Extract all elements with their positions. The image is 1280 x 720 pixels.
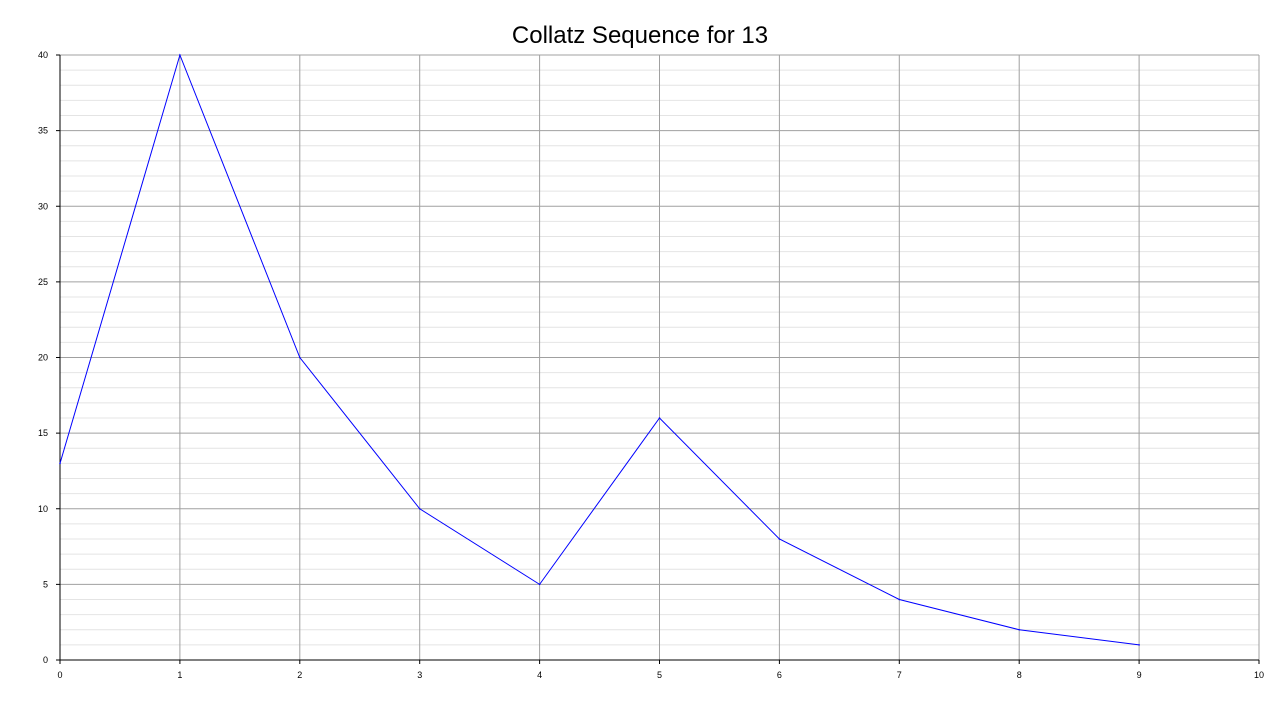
- x-tick-label: 6: [777, 670, 782, 680]
- x-tick-label: 1: [177, 670, 182, 680]
- y-tick-label: 25: [38, 277, 48, 287]
- x-tick-label: 2: [297, 670, 302, 680]
- y-tick-label: 5: [43, 579, 48, 589]
- series-group: [59, 53, 1140, 646]
- data-point: [59, 462, 61, 465]
- series-line: [59, 53, 1140, 646]
- x-tick-label: 5: [657, 670, 662, 680]
- data-point: [299, 356, 301, 359]
- y-tick-label: 35: [38, 126, 48, 136]
- tick-marks: [56, 54, 1260, 664]
- y-tick-label: 10: [38, 504, 48, 514]
- chart-title: Collatz Sequence for 13: [511, 22, 769, 49]
- data-point: [538, 583, 541, 586]
- data-point: [778, 538, 781, 540]
- x-tick-label: 3: [417, 670, 422, 680]
- data-point: [179, 54, 181, 56]
- y-tick-label: 40: [38, 50, 48, 60]
- data-point: [658, 417, 661, 419]
- x-tick-label: 0: [57, 670, 62, 680]
- data-point: [1018, 628, 1020, 631]
- data-point: [418, 507, 421, 510]
- y-tick-label: 20: [38, 353, 48, 363]
- x-tick-label: 4: [537, 670, 542, 680]
- x-tick-label: 10: [1254, 670, 1264, 680]
- y-tick-label: 0: [43, 655, 48, 665]
- data-point: [1138, 644, 1140, 646]
- x-tick-label: 9: [1137, 670, 1142, 680]
- y-tick-label: 15: [38, 428, 48, 438]
- x-tick-label: 7: [897, 670, 902, 680]
- x-tick-label: 8: [1017, 670, 1022, 680]
- tick-labels: 0 5 10 15 20 25 30 35 40 0 1 2 3 4 5 6 7 8 9 10: [38, 50, 1264, 680]
- y-tick-label: 30: [38, 201, 48, 211]
- data-point: [898, 598, 901, 601]
